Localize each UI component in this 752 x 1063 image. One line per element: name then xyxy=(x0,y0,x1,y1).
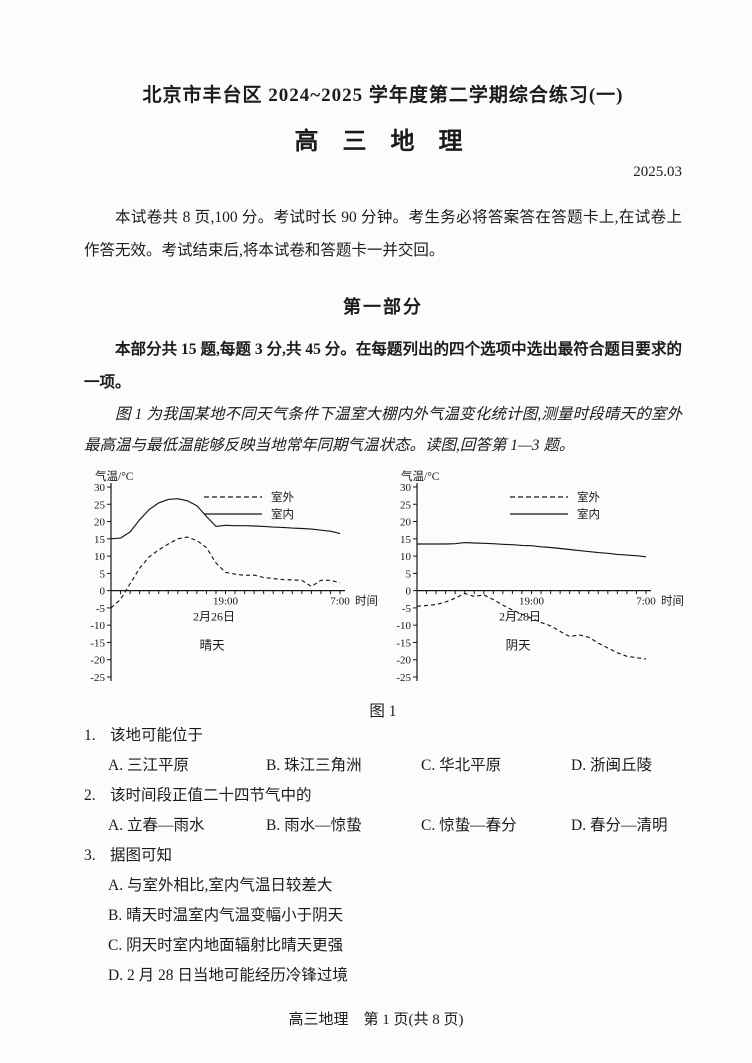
question-passage: 图 1 为我国某地不同天气条件下温室大棚内外气温变化统计图,测量时段晴天的室外最… xyxy=(84,406,682,454)
svg-text:-5: -5 xyxy=(96,603,106,615)
option-b: B. 晴天时温室内气温变幅小于阴天 xyxy=(108,907,344,924)
question-stem: 该时间段正值二十四节气中的 xyxy=(110,787,312,804)
svg-text:-15: -15 xyxy=(90,637,105,649)
temperature-chart-cloudy: 气温/°C 30 25 20 15 10 5 0 -5 -10 -15 -20 -25 19:00 7:00… xyxy=(390,467,696,699)
svg-text:5: 5 xyxy=(100,568,106,580)
svg-text:室内: 室内 xyxy=(577,507,600,521)
subject-title: 高 三 地 理 xyxy=(294,129,472,155)
figure-1: 气温/°C 30 25 20 15 10 5 0 -5 -10 -15 -20 -25 19:00 7:00… xyxy=(84,467,684,699)
svg-text:-20: -20 xyxy=(396,655,411,667)
question-stem: 据图可知 xyxy=(110,847,173,864)
svg-text:30: 30 xyxy=(400,482,412,494)
svg-text:阴天: 阴天 xyxy=(506,638,532,652)
question-3: 3. 据图可知 A. 与室外相比,室内气温日较差大 B. 晴天时温室内气温变幅小… xyxy=(84,841,682,991)
svg-text:-25: -25 xyxy=(90,672,105,684)
question-list: 1. 该地可能位于 A. 三江平原 B. 珠江三角洲 C. 华北平原 D. 浙闽… xyxy=(84,721,682,991)
svg-text:室外: 室外 xyxy=(271,490,294,504)
option-a: A. 三江平原 xyxy=(108,757,189,774)
svg-text:-10: -10 xyxy=(396,620,411,632)
svg-text:7:00: 7:00 xyxy=(330,596,350,608)
option-c: C. 惊蛰—春分 xyxy=(421,817,517,834)
svg-text:时间: 时间 xyxy=(661,595,684,608)
svg-text:0: 0 xyxy=(100,586,106,598)
svg-text:-15: -15 xyxy=(396,637,411,649)
question-number: 3. xyxy=(84,847,96,864)
svg-text:室内: 室内 xyxy=(271,507,294,521)
svg-text:19:00: 19:00 xyxy=(519,596,545,608)
option-d: D. 春分—清明 xyxy=(571,817,668,834)
option-a: A. 立春—雨水 xyxy=(108,817,205,834)
svg-text:-25: -25 xyxy=(396,672,411,684)
part-one-heading: 第一部分 xyxy=(343,297,423,317)
svg-text:0: 0 xyxy=(406,586,412,598)
exam-title-line: 北京市丰台区 2024~2025 学年度第二学期综合练习(一) xyxy=(142,85,624,106)
option-c: C. 华北平原 xyxy=(421,757,502,774)
option-a: A. 与室外相比,室内气温日较差大 xyxy=(108,877,333,894)
svg-text:晴天: 晴天 xyxy=(200,638,226,652)
page-footer: 高三地理 第 1 页(共 8 页) xyxy=(288,1012,464,1028)
question-2: 2. 该时间段正值二十四节气中的 A. 立春—雨水 B. 雨水—惊蛰 C. 惊蛰… xyxy=(84,781,682,841)
svg-text:室外: 室外 xyxy=(577,490,600,504)
option-c: C. 阴天时室内地面辐射比晴天更强 xyxy=(108,937,344,954)
figure-caption: 图 1 xyxy=(369,703,397,720)
option-d: D. 2 月 28 日当地可能经历冷锋过境 xyxy=(108,967,348,984)
question-stem: 该地可能位于 xyxy=(110,727,204,744)
svg-text:15: 15 xyxy=(94,534,106,546)
svg-text:10: 10 xyxy=(400,551,412,563)
option-b: B. 雨水—惊蛰 xyxy=(266,817,362,834)
svg-text:19:00: 19:00 xyxy=(213,596,239,608)
svg-text:-10: -10 xyxy=(90,620,105,632)
exam-notice: 本试卷共 8 页,100 分。考试时长 90 分钟。考生务必将答案答在答题卡上,… xyxy=(84,209,682,259)
svg-text:气温/°C: 气温/°C xyxy=(401,469,440,483)
part-one-instructions: 本部分共 15 题,每题 3 分,共 45 分。在每题列出的四个选项中选出最符合… xyxy=(84,341,682,391)
svg-text:15: 15 xyxy=(400,534,412,546)
exam-date: 2025.03 xyxy=(633,164,682,180)
svg-text:20: 20 xyxy=(400,517,412,529)
svg-text:-5: -5 xyxy=(402,603,412,615)
question-number: 1. xyxy=(84,727,96,744)
svg-text:7:00: 7:00 xyxy=(636,596,656,608)
svg-text:时间: 时间 xyxy=(355,595,378,608)
question-1: 1. 该地可能位于 A. 三江平原 B. 珠江三角洲 C. 华北平原 D. 浙闽… xyxy=(84,721,682,781)
svg-text:25: 25 xyxy=(400,499,412,511)
svg-text:-20: -20 xyxy=(90,655,105,667)
option-b: B. 珠江三角洲 xyxy=(266,757,362,774)
svg-text:2月28日: 2月28日 xyxy=(499,610,541,624)
svg-text:气温/°C: 气温/°C xyxy=(95,469,134,483)
svg-text:10: 10 xyxy=(94,551,106,563)
question-number: 2. xyxy=(84,787,96,804)
option-d: D. 浙闽丘陵 xyxy=(571,757,652,774)
svg-text:30: 30 xyxy=(94,482,106,494)
svg-text:2月26日: 2月26日 xyxy=(193,610,235,624)
svg-text:20: 20 xyxy=(94,517,106,529)
svg-text:25: 25 xyxy=(94,499,106,511)
svg-text:5: 5 xyxy=(406,568,412,580)
temperature-chart-sunny: 气温/°C 30 25 20 15 10 5 0 -5 -10 -15 -20 -25 19:00 7:00… xyxy=(84,467,390,699)
